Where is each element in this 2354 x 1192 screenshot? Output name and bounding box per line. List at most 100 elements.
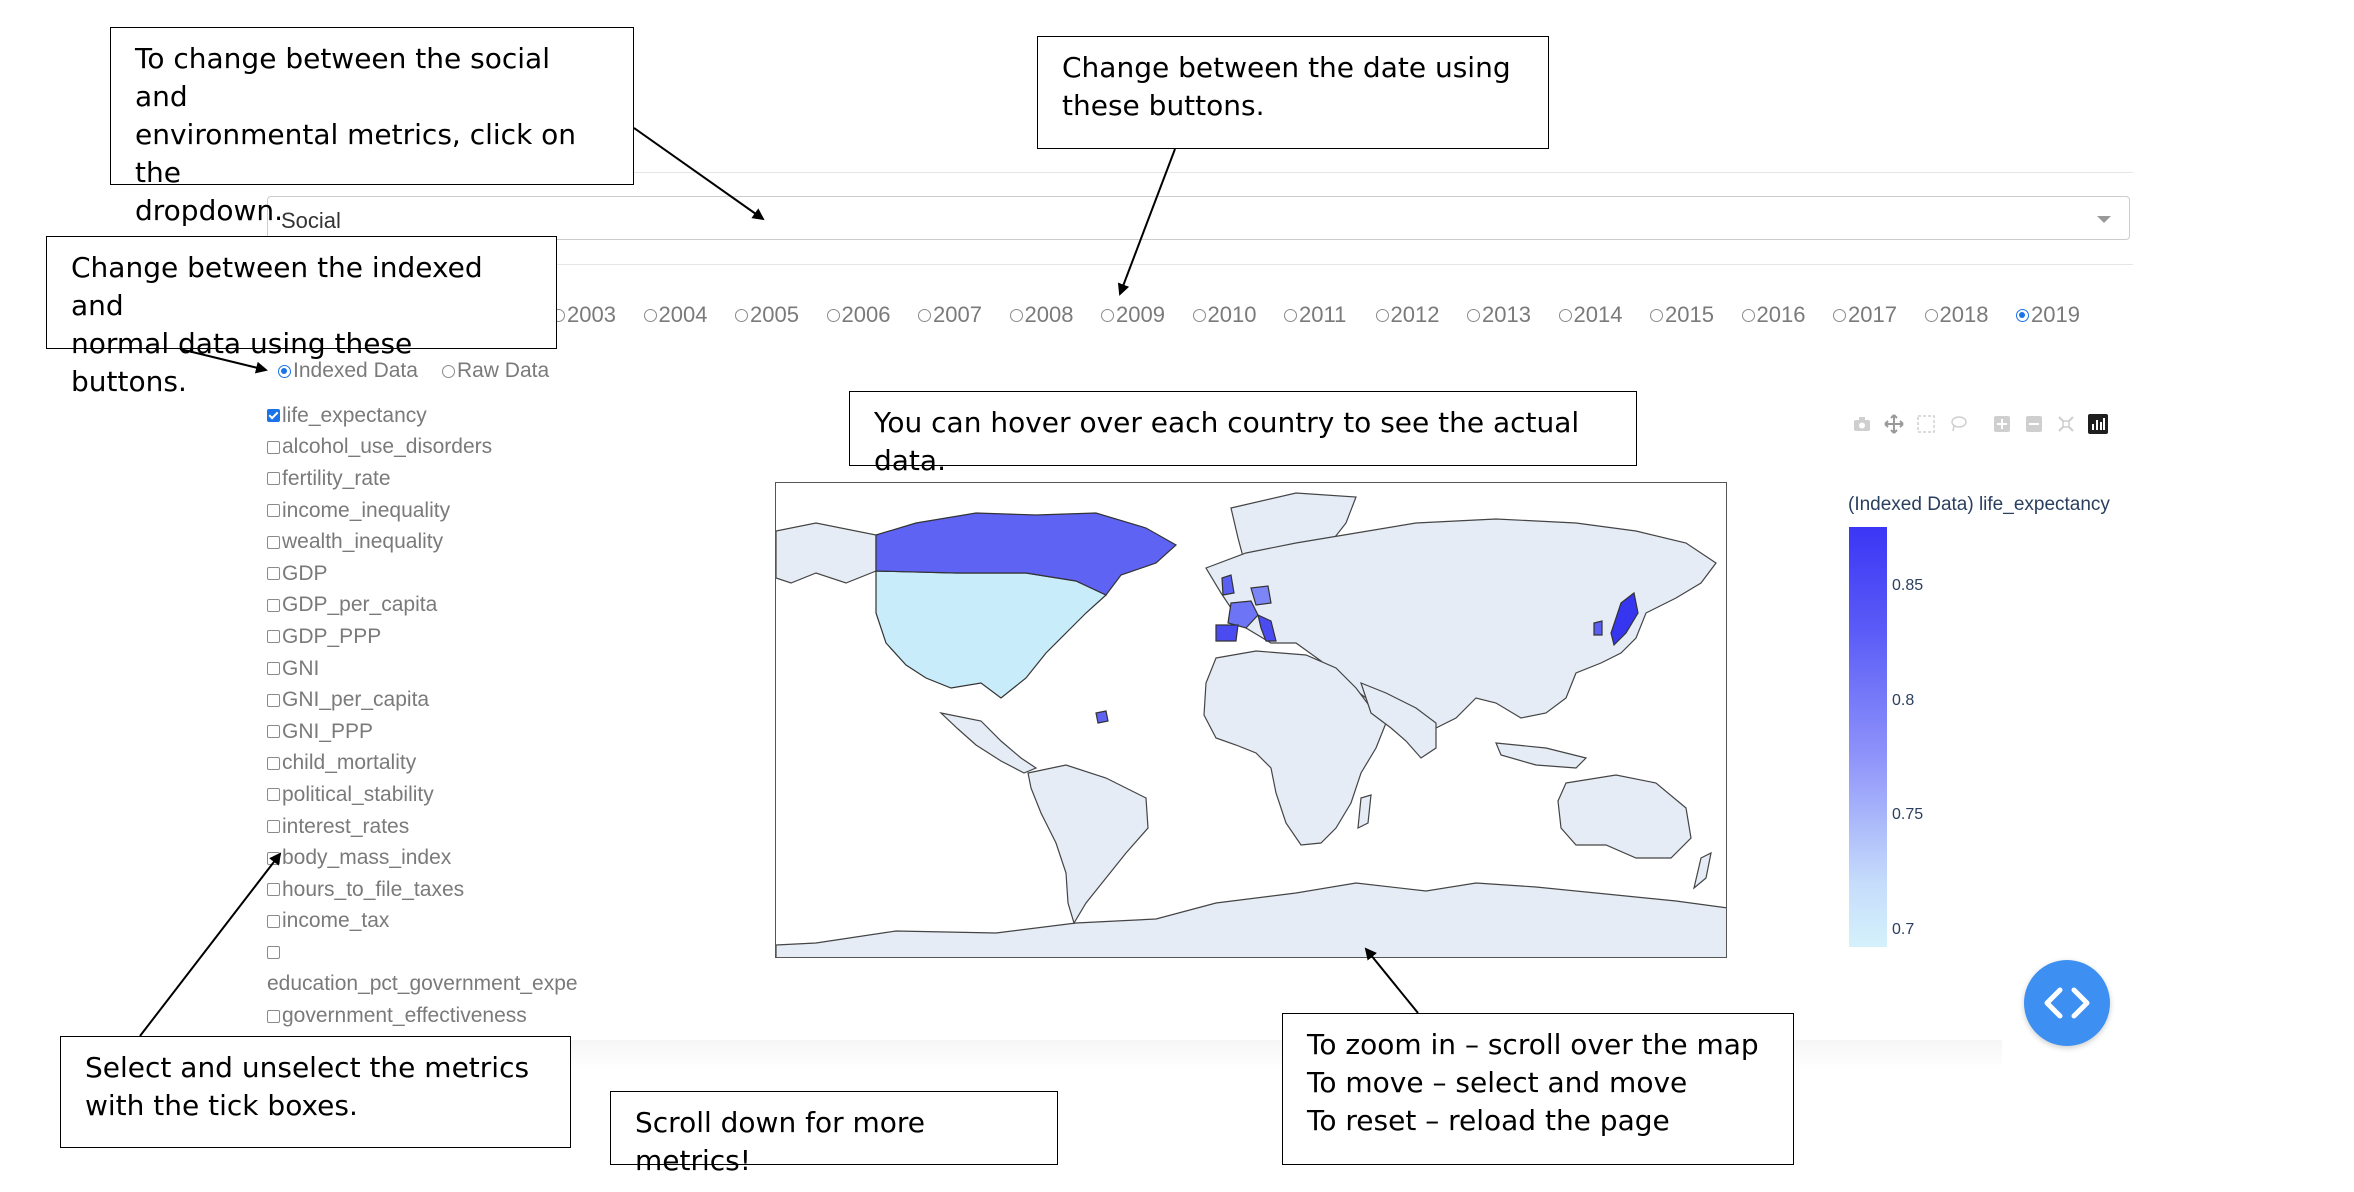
metric-checkbox[interactable]: [267, 851, 280, 865]
metric-checklist[interactable]: life_expectancy alcohol_use_disorders fert…: [267, 400, 582, 1030]
metric-checkbox[interactable]: [267, 883, 280, 897]
metric-item[interactable]: GNI_per_capita: [267, 684, 582, 716]
metric-item[interactable]: [267, 937, 582, 969]
year-option-2003[interactable]: 2003: [552, 300, 644, 330]
continent-africa: [1203, 650, 1387, 846]
metric-item[interactable]: body_mass_index: [267, 842, 582, 874]
year-radio[interactable]: [1009, 308, 1023, 322]
metric-checkbox[interactable]: [267, 598, 280, 612]
metric-category-dropdown[interactable]: Social: [267, 196, 2130, 240]
year-label: 2004: [658, 302, 708, 327]
zoom-out-icon[interactable]: [2023, 413, 2045, 435]
metric-item[interactable]: GDP_PPP: [267, 621, 582, 653]
data-type-option[interactable]: Raw Data: [441, 359, 549, 383]
metric-checkbox[interactable]: [267, 567, 280, 581]
metric-label: body_mass_index: [282, 846, 452, 870]
pan-icon[interactable]: [1883, 413, 1905, 435]
zoom-in-icon[interactable]: [1991, 413, 2013, 435]
metric-checkbox[interactable]: [267, 1009, 280, 1023]
metric-checkbox[interactable]: [267, 409, 280, 423]
metric-checkbox[interactable]: [267, 535, 280, 549]
metric-item[interactable]: child_mortality: [267, 748, 582, 780]
year-label: 2014: [1573, 302, 1623, 327]
metric-checkbox[interactable]: [267, 820, 280, 834]
metric-checkbox[interactable]: [267, 946, 280, 960]
year-radio[interactable]: [1101, 308, 1114, 322]
metric-item[interactable]: interest_rates: [267, 811, 582, 843]
year-radio[interactable]: [643, 308, 657, 322]
metric-checkbox[interactable]: [267, 440, 280, 454]
colorbar-tick: 0.7: [1892, 921, 1915, 938]
world-choropleth-map[interactable]: [775, 482, 1727, 958]
year-radio[interactable]: [1192, 308, 1206, 322]
metric-label: GNI_PPP: [282, 719, 374, 743]
year-radio[interactable]: [1467, 308, 1480, 322]
year-option-2007[interactable]: 2007: [918, 300, 1010, 330]
lasso-icon[interactable]: [1947, 413, 1969, 435]
year-option-2016[interactable]: 2016: [1741, 300, 1834, 330]
year-radio[interactable]: [2016, 308, 2029, 322]
metric-checkbox[interactable]: [267, 693, 280, 707]
metric-item[interactable]: income_inequality: [267, 495, 582, 527]
metric-item[interactable]: wealth_inequality: [267, 526, 582, 558]
metric-checkbox[interactable]: [267, 725, 280, 739]
year-option-2017[interactable]: 2017: [1833, 300, 1925, 330]
year-option-2006[interactable]: 2006: [826, 300, 919, 330]
year-radio[interactable]: [1833, 308, 1846, 322]
year-radio[interactable]: [1924, 308, 1938, 322]
year-option-2005[interactable]: 2005: [735, 300, 827, 330]
map-canvas[interactable]: [776, 483, 1727, 958]
metric-item[interactable]: alcohol_use_disorders: [267, 432, 582, 464]
year-radio[interactable]: [1375, 308, 1389, 322]
metric-item[interactable]: GNI: [267, 653, 582, 685]
year-option-2015[interactable]: 2015: [1650, 300, 1742, 330]
metric-checkbox[interactable]: [267, 472, 280, 486]
year-radio[interactable]: [826, 308, 840, 322]
year-option-2014[interactable]: 2014: [1558, 300, 1651, 330]
year-option-2004[interactable]: 2004: [643, 300, 736, 330]
year-option-2011[interactable]: 2011: [1284, 300, 1376, 330]
metric-item[interactable]: life_expectancy: [267, 400, 582, 432]
plotly-logo-icon[interactable]: [2087, 413, 2109, 435]
data-type-radio[interactable]: [441, 364, 455, 378]
metric-item[interactable]: income_tax: [267, 906, 582, 938]
year-radio[interactable]: [735, 308, 748, 322]
year-radio[interactable]: [1650, 308, 1663, 322]
metric-item[interactable]: political_stability: [267, 779, 582, 811]
year-radio[interactable]: [1558, 308, 1572, 322]
camera-icon[interactable]: [1851, 413, 1873, 435]
metric-checkbox[interactable]: [267, 630, 280, 644]
metric-item[interactable]: hours_to_file_taxes: [267, 874, 582, 906]
year-option-2019[interactable]: 2019: [2016, 300, 2108, 330]
chevron-down-icon[interactable]: [2097, 216, 2111, 223]
data-type-option[interactable]: Indexed Data: [278, 359, 418, 383]
metric-checkbox[interactable]: [267, 504, 280, 518]
year-option-2013[interactable]: 2013: [1467, 300, 1559, 330]
year-option-2010[interactable]: 2010: [1192, 300, 1285, 330]
metric-checkbox[interactable]: [267, 788, 280, 802]
code-toggle-button[interactable]: [2024, 960, 2110, 1046]
metric-item[interactable]: GNI_PPP: [267, 716, 582, 748]
metric-item[interactable]: education_pct_government_expe: [267, 969, 582, 1001]
colorbar-title: (Indexed Data) life_expectancy: [1848, 494, 2110, 515]
data-type-radio[interactable]: [278, 364, 291, 378]
metric-item[interactable]: government_effectiveness: [267, 1000, 582, 1030]
metric-label: GDP_PPP: [282, 624, 382, 648]
year-option-2018[interactable]: 2018: [1924, 300, 2017, 330]
year-option-2009[interactable]: 2009: [1101, 300, 1193, 330]
metric-checkbox[interactable]: [267, 756, 280, 770]
year-radio[interactable]: [918, 308, 931, 322]
metric-item[interactable]: GDP: [267, 558, 582, 590]
metric-checkbox[interactable]: [267, 662, 280, 676]
reset-axes-icon[interactable]: [2055, 413, 2077, 435]
metric-item[interactable]: fertility_rate: [267, 463, 582, 495]
year-option-2012[interactable]: 2012: [1375, 300, 1468, 330]
year-radio[interactable]: [1284, 308, 1297, 322]
metric-label: political_stability: [282, 782, 434, 806]
year-radio[interactable]: [1741, 308, 1755, 322]
metric-item[interactable]: GDP_per_capita: [267, 590, 582, 622]
year-option-2008[interactable]: 2008: [1009, 300, 1102, 330]
box-select-icon[interactable]: [1915, 413, 1937, 435]
metric-label: income_tax: [282, 909, 390, 933]
metric-checkbox[interactable]: [267, 914, 280, 928]
